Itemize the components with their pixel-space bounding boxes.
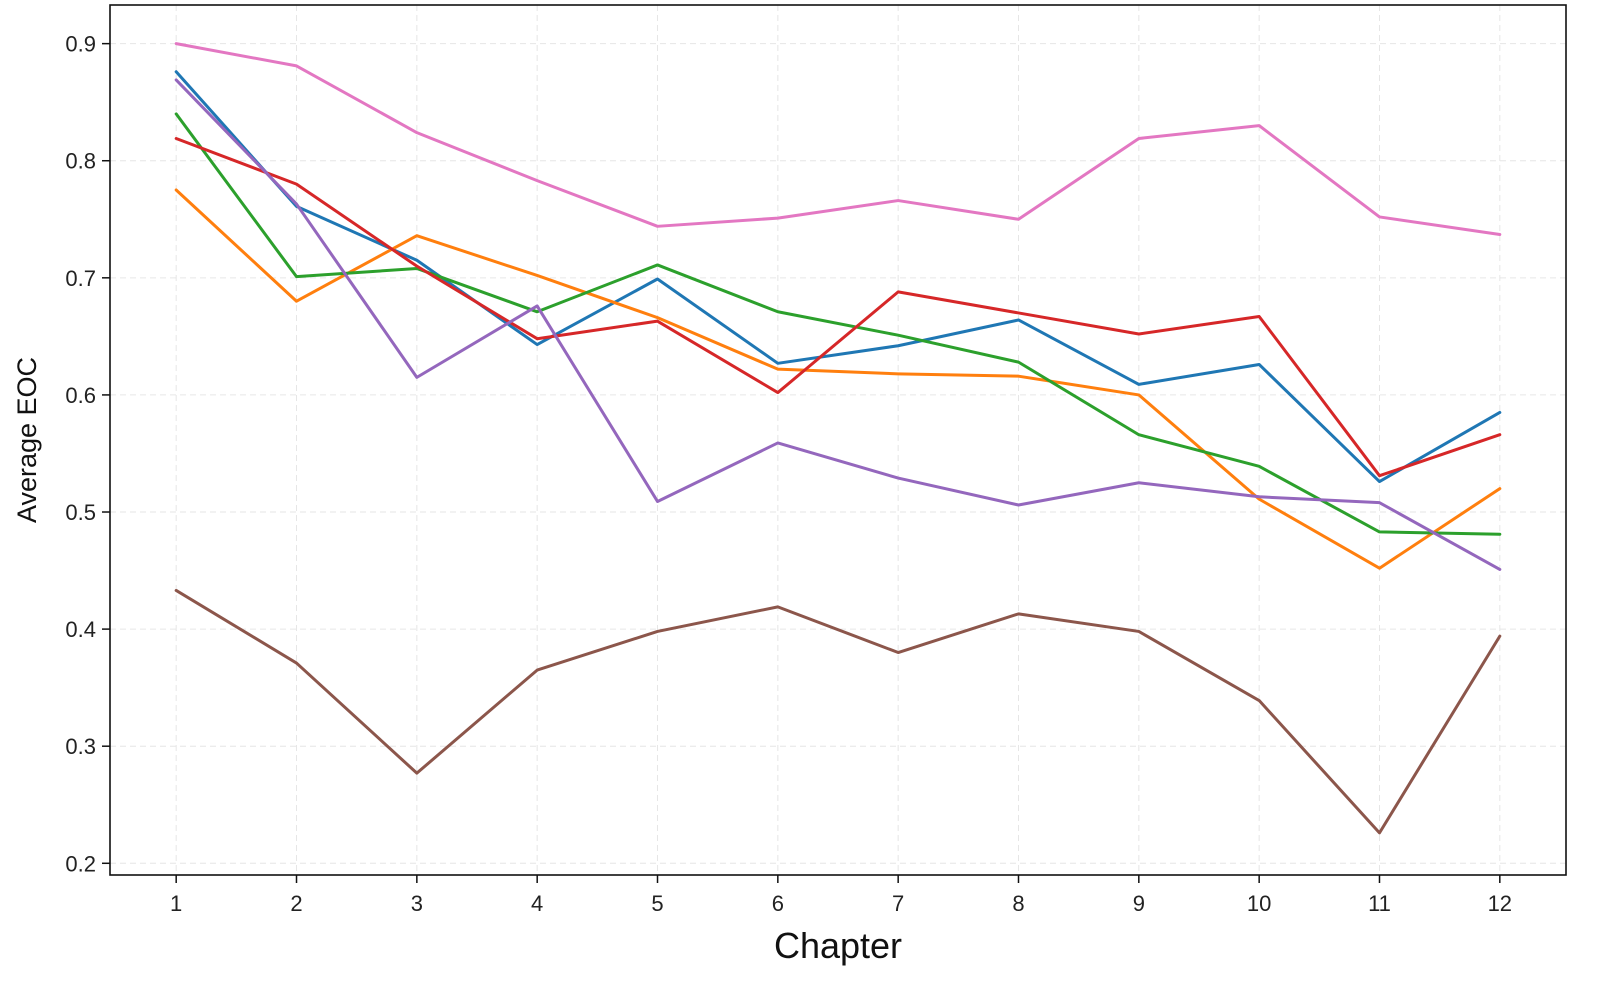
x-tick-label: 2: [290, 891, 302, 916]
x-tick-label: 10: [1247, 891, 1271, 916]
x-tick-label: 3: [411, 891, 423, 916]
y-tick-label: 0.6: [65, 383, 96, 408]
y-tick-label: 0.9: [65, 32, 96, 57]
x-tick-label: 4: [531, 891, 543, 916]
x-tick-label: 12: [1488, 891, 1512, 916]
y-axis: 0.2 0.3 0.4 0.5 0.6 0.7 0.8 0.9: [65, 32, 110, 876]
x-tick-label: 5: [651, 891, 663, 916]
y-tick-label: 0.5: [65, 500, 96, 525]
grid: [110, 5, 1566, 875]
x-tick-label: 1: [170, 891, 182, 916]
y-axis-title: Average EOC: [12, 357, 42, 523]
y-tick-label: 0.2: [65, 851, 96, 876]
x-tick-label: 9: [1133, 891, 1145, 916]
x-tick-label: 11: [1368, 891, 1391, 916]
x-axis: 1 2 3 4 5 6 7 8 9 10 11 12: [170, 875, 1512, 916]
y-tick-label: 0.7: [65, 266, 96, 291]
x-tick-label: 7: [892, 891, 904, 916]
y-tick-label: 0.3: [65, 734, 96, 759]
series-line-4: [174, 136, 1502, 478]
series-line-6: [174, 588, 1502, 835]
x-axis-title: Chapter: [774, 925, 902, 966]
series-line-7: [174, 42, 1502, 236]
series-lines: [174, 42, 1502, 835]
series-line-2: [174, 188, 1502, 570]
y-tick-label: 0.4: [65, 617, 96, 642]
plot-frame: [109, 4, 1567, 876]
x-tick-label: 8: [1012, 891, 1024, 916]
series-line-3: [174, 112, 1502, 536]
series-line-1: [174, 70, 1502, 484]
y-tick-label: 0.8: [65, 149, 96, 174]
x-tick-label: 6: [772, 891, 784, 916]
series-line-5: [174, 78, 1502, 571]
